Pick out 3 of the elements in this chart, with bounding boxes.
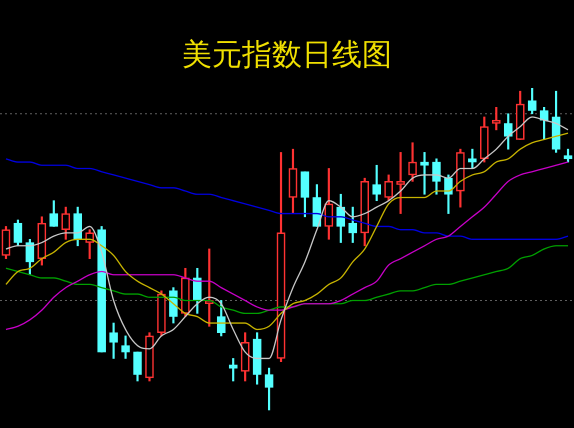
candlestick [228,358,238,382]
candlestick [204,248,214,327]
chart-title: 美元指数日线图 [182,38,392,72]
